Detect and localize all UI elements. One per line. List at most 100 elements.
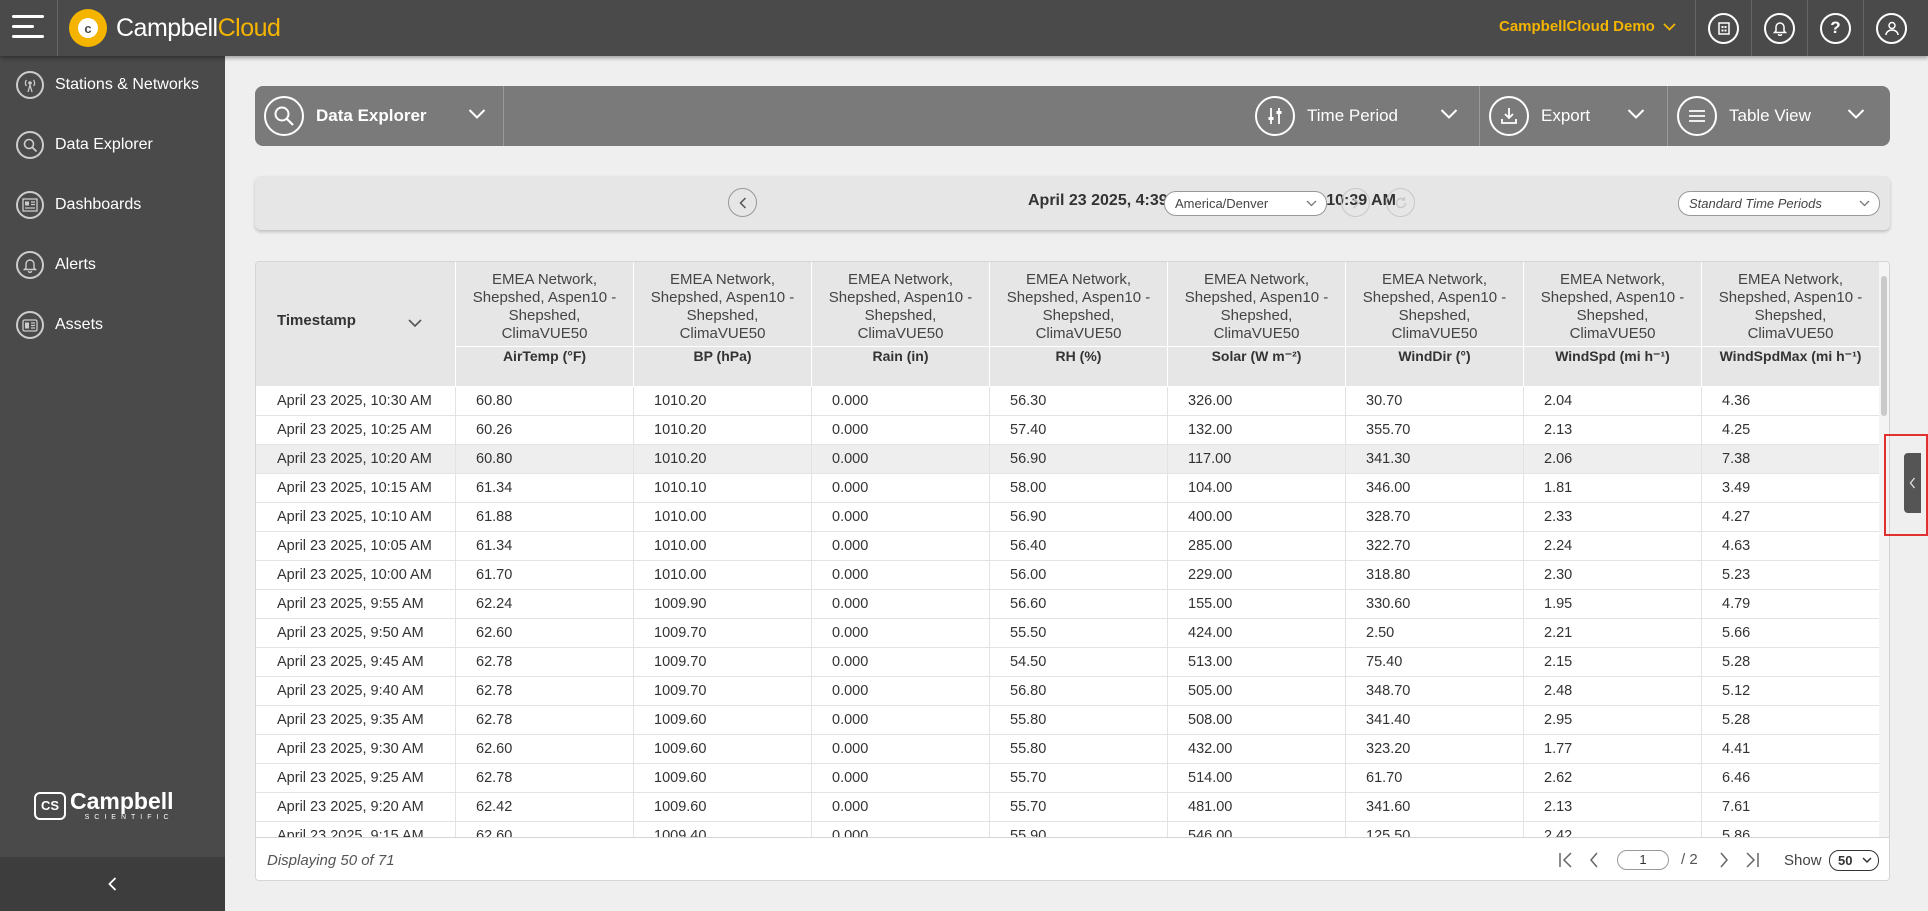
sidebar-item-data-explorer[interactable]: Data Explorer xyxy=(0,121,225,169)
column-header[interactable]: EMEA Network, Shepshed, Aspen10 - Shepshed… xyxy=(990,262,1168,386)
table-cell: 55.70 xyxy=(990,793,1168,822)
sidebar-item-dashboards[interactable]: Dashboards xyxy=(0,181,225,229)
chevron-down-icon xyxy=(1306,200,1317,207)
table-row[interactable]: April 23 2025, 10:25 AM 60.26 1010.20 0.000… xyxy=(256,416,1880,445)
timezone-select[interactable]: America/Denver xyxy=(1164,191,1327,216)
table-cell: 62.78 xyxy=(456,648,634,677)
station-name: EMEA Network, Shepshed, Aspen10 - Shepshed… xyxy=(650,271,795,342)
table-cell: 0.000 xyxy=(812,590,990,619)
table-scrollbar[interactable] xyxy=(1879,262,1889,837)
table-cell: 3.49 xyxy=(1702,474,1880,503)
search-icon xyxy=(264,96,304,136)
table-row[interactable]: April 23 2025, 9:35 AM 62.78 1009.60 0.000 5… xyxy=(256,706,1880,735)
chevron-left-icon xyxy=(1909,477,1916,489)
station-name: EMEA Network, Shepshed, Aspen10 - Shepshed… xyxy=(1184,271,1329,342)
table-row[interactable]: April 23 2025, 9:50 AM 62.60 1009.70 0.000 5… xyxy=(256,619,1880,648)
table-cell: 62.60 xyxy=(456,619,634,648)
table-cell: 0.000 xyxy=(812,619,990,648)
column-header[interactable]: EMEA Network, Shepshed, Aspen10 - Shepshed… xyxy=(1168,262,1346,386)
standard-time-periods-select[interactable]: Standard Time Periods xyxy=(1678,191,1880,216)
next-page-icon[interactable] xyxy=(1719,851,1729,869)
expand-drawer-button[interactable] xyxy=(1904,453,1921,513)
timestamp-column-header[interactable]: Timestamp xyxy=(256,262,456,386)
table-row[interactable]: April 23 2025, 9:20 AM 62.42 1009.60 0.000 5… xyxy=(256,793,1880,822)
timestamp-cell: April 23 2025, 10:20 AM xyxy=(256,445,456,474)
previous-period-button[interactable] xyxy=(728,188,757,217)
previous-page-icon[interactable] xyxy=(1589,851,1599,869)
timestamp-cell: April 23 2025, 9:35 AM xyxy=(256,706,456,735)
page-number-input[interactable]: 1 xyxy=(1617,850,1669,870)
table-row[interactable]: April 23 2025, 10:15 AM 61.34 1010.10 0.000… xyxy=(256,474,1880,503)
notifications-button[interactable] xyxy=(1751,0,1807,56)
table-cell: 1010.20 xyxy=(634,416,812,445)
table-row[interactable]: April 23 2025, 9:45 AM 62.78 1009.70 0.000 5… xyxy=(256,648,1880,677)
organization-button[interactable] xyxy=(1695,0,1751,56)
table-cell: 400.00 xyxy=(1168,503,1346,532)
hamburger-menu-icon[interactable] xyxy=(12,15,44,41)
table-row[interactable]: April 23 2025, 10:05 AM 61.34 1010.00 0.000… xyxy=(256,532,1880,561)
account-dropdown[interactable]: CampbellCloud Demo xyxy=(1499,18,1676,35)
table-cell: 5.23 xyxy=(1702,561,1880,590)
column-header[interactable]: EMEA Network, Shepshed, Aspen10 - Shepshed… xyxy=(1702,262,1880,386)
app-logo[interactable]: c CampbellCloud xyxy=(69,9,281,47)
scrollbar-thumb[interactable] xyxy=(1881,276,1887,416)
timestamp-cell: April 23 2025, 10:15 AM xyxy=(256,474,456,503)
sidebar-item-alerts[interactable]: Alerts xyxy=(0,241,225,289)
table-row[interactable]: April 23 2025, 9:55 AM 62.24 1009.90 0.000 5… xyxy=(256,590,1880,619)
campbell-scientific-logo: CS Campbell SCIENTIFIC xyxy=(34,790,174,821)
page-size-select[interactable]: 50 xyxy=(1829,850,1879,871)
data-explorer-menu[interactable]: Data Explorer xyxy=(264,86,504,146)
station-name: EMEA Network, Shepshed, Aspen10 - Shepshed… xyxy=(472,271,617,342)
column-header[interactable]: EMEA Network, Shepshed, Aspen10 - Shepshed… xyxy=(1524,262,1702,386)
table-cell: 5.66 xyxy=(1702,619,1880,648)
table-cell: 2.13 xyxy=(1524,416,1702,445)
table-cell: 58.00 xyxy=(990,474,1168,503)
drawer-toggle-highlight xyxy=(1884,434,1928,536)
download-icon xyxy=(1489,96,1529,136)
user-profile-button[interactable] xyxy=(1863,0,1919,56)
sidebar-item-label: Data Explorer xyxy=(55,136,153,153)
export-menu[interactable]: Export xyxy=(1489,86,1667,146)
table-cell: 432.00 xyxy=(1168,735,1346,764)
table-row[interactable]: April 23 2025, 9:30 AM 62.60 1009.60 0.000 5… xyxy=(256,735,1880,764)
table-cell: 104.00 xyxy=(1168,474,1346,503)
question-icon: ? xyxy=(1820,12,1851,44)
help-button[interactable]: ? xyxy=(1807,0,1863,56)
table-row[interactable]: April 23 2025, 9:25 AM 62.78 1009.60 0.000 5… xyxy=(256,764,1880,793)
table-cell: 348.70 xyxy=(1346,677,1524,706)
bell-icon xyxy=(1764,12,1795,44)
table-row[interactable]: April 23 2025, 9:40 AM 62.78 1009.70 0.000 5… xyxy=(256,677,1880,706)
table-row[interactable]: April 23 2025, 10:00 AM 61.70 1010.00 0.000… xyxy=(256,561,1880,590)
table-cell: 56.90 xyxy=(990,445,1168,474)
next-period-button[interactable] xyxy=(1341,188,1370,217)
last-page-icon[interactable] xyxy=(1744,851,1760,869)
column-header[interactable]: EMEA Network, Shepshed, Aspen10 - Shepshed… xyxy=(634,262,812,386)
column-header[interactable]: EMEA Network, Shepshed, Aspen10 - Shepshed… xyxy=(1346,262,1524,386)
table-cell: 55.70 xyxy=(990,764,1168,793)
reset-period-button[interactable] xyxy=(1386,188,1415,217)
building-icon xyxy=(1708,12,1739,44)
table-cell: 0.000 xyxy=(812,503,990,532)
column-header[interactable]: EMEA Network, Shepshed, Aspen10 - Shepshed… xyxy=(456,262,634,386)
sidebar-item-label: Stations & Networks xyxy=(55,76,200,93)
table-row[interactable]: April 23 2025, 10:20 AM 60.80 1010.20 0.000… xyxy=(256,445,1880,474)
time-period-menu[interactable]: Time Period xyxy=(1255,86,1479,146)
sidebar-item-assets[interactable]: Assets xyxy=(0,301,225,349)
collapse-sidebar-button[interactable] xyxy=(0,857,225,911)
table-cell: 0.000 xyxy=(812,648,990,677)
table-cell: 0.000 xyxy=(812,706,990,735)
first-page-icon[interactable] xyxy=(1558,851,1574,869)
table-row[interactable]: April 23 2025, 10:10 AM 61.88 1010.00 0.000… xyxy=(256,503,1880,532)
table-row[interactable]: April 23 2025, 10:30 AM 60.80 1010.20 0.000… xyxy=(256,387,1880,416)
timestamp-cell: April 23 2025, 9:20 AM xyxy=(256,793,456,822)
column-header[interactable]: EMEA Network, Shepshed, Aspen10 - Shepshed… xyxy=(812,262,990,386)
table-view-menu[interactable]: Table View xyxy=(1677,86,1890,146)
table-cell: 1009.70 xyxy=(634,677,812,706)
table-cell: 341.60 xyxy=(1346,793,1524,822)
sidebar-item-stations-networks[interactable]: Stations & Networks xyxy=(0,61,225,109)
sidebar-item-label: Assets xyxy=(55,316,104,333)
timestamp-cell: April 23 2025, 9:30 AM xyxy=(256,735,456,764)
table-cell: 326.00 xyxy=(1168,387,1346,416)
timestamp-cell: April 23 2025, 10:00 AM xyxy=(256,561,456,590)
chevron-down-icon xyxy=(408,319,422,328)
